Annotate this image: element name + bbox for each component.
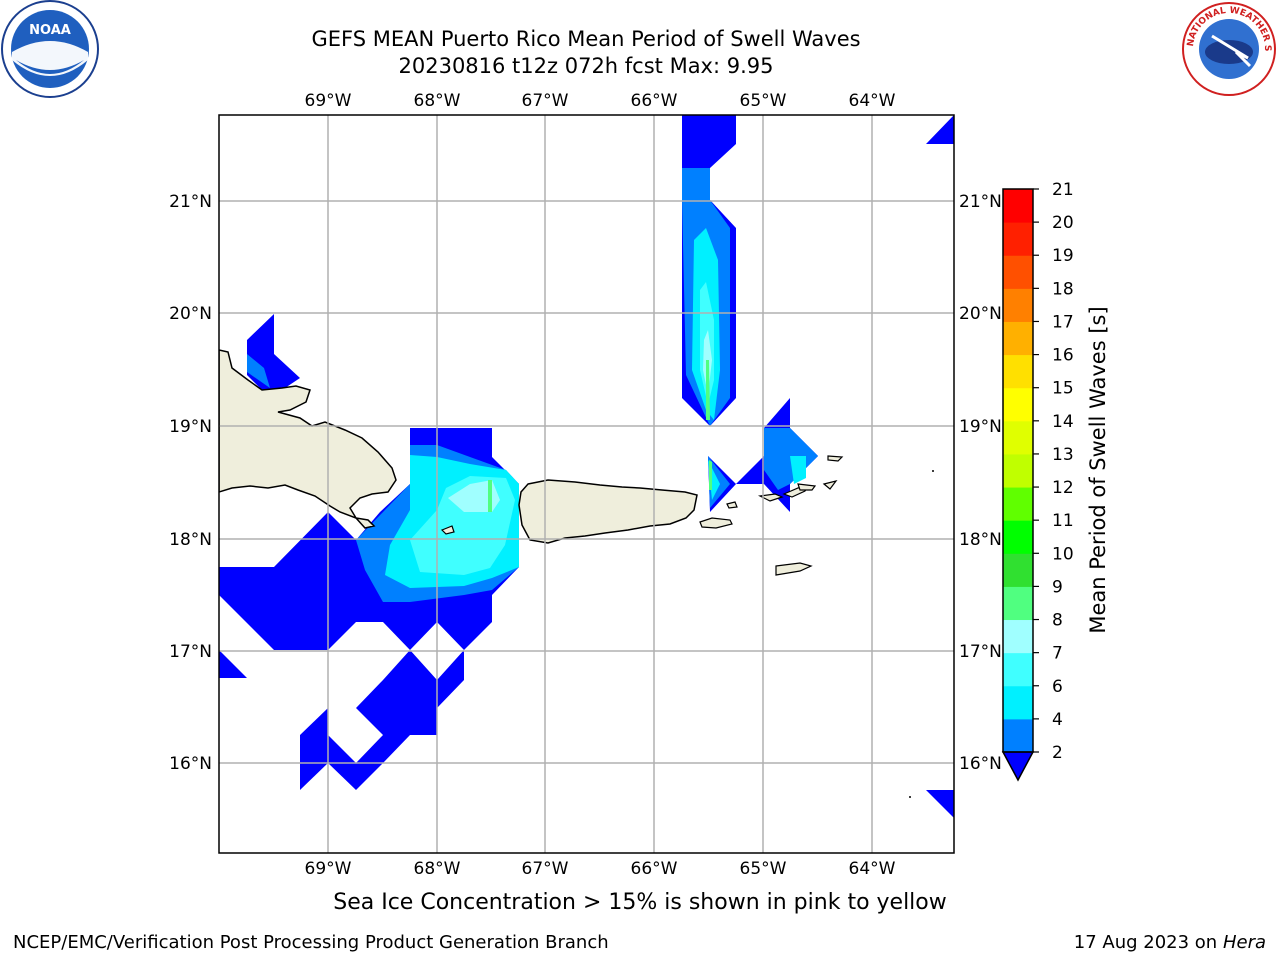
colorbar-band xyxy=(1003,619,1033,654)
lon-labels-top: 69°W 68°W 67°W 66°W 65°W 64°W xyxy=(305,91,896,111)
colorbar-tick-label: 16 xyxy=(1052,346,1074,366)
map-subtitle-run: 20230816 t12z 072h fcst Max: 9.95 xyxy=(398,54,774,78)
lon-label: 65°W xyxy=(740,859,787,879)
lat-label: 18°N xyxy=(959,530,1002,550)
colorbar-tick-label: 13 xyxy=(1052,445,1074,465)
colorbar-label: Mean Period of Swell Waves [s] xyxy=(1086,306,1110,633)
colorbar-tick-label: 21 xyxy=(1052,180,1074,200)
colorbar-tick-label: 9 xyxy=(1052,577,1063,597)
lat-label: 18°N xyxy=(169,530,212,550)
colorbar-tick-label: 14 xyxy=(1052,412,1074,432)
colorbar-tick-label: 8 xyxy=(1052,611,1063,631)
colorbar-tick-label: 12 xyxy=(1052,478,1074,498)
lon-label: 68°W xyxy=(414,91,461,111)
lon-label: 67°W xyxy=(522,859,569,879)
colorbar-band xyxy=(1003,487,1033,521)
footer-credit: NCEP/EMC/Verification Post Processing Pr… xyxy=(13,932,609,953)
colorbar-band xyxy=(1003,586,1033,621)
lon-label: 66°W xyxy=(631,859,678,879)
colorbar-tick-label: 11 xyxy=(1052,511,1074,531)
lat-label: 21°N xyxy=(169,192,212,212)
colorbar-tick-label: 18 xyxy=(1052,279,1074,299)
colorbar: 2 4 6 7 8 9 10 11 12 13 14 15 16 17 18 19 20 21 xyxy=(1001,180,1074,782)
colorbar-tick-label: 4 xyxy=(1052,710,1063,730)
colorbar-extend-triangle xyxy=(1001,751,1035,782)
colorbar-band xyxy=(1003,354,1033,389)
lat-label: 17°N xyxy=(169,642,212,662)
colorbar-frame xyxy=(1002,188,1034,753)
colorbar-band xyxy=(1003,387,1033,422)
noaa-logo-text: NOAA xyxy=(29,23,71,38)
footer-host: Hera xyxy=(1222,932,1266,953)
colorbar-band xyxy=(1003,189,1033,223)
sea-ice-note: Sea Ice Concentration > 15% is shown in … xyxy=(333,890,947,915)
footer-date: 17 Aug 2023 on Hera xyxy=(1074,932,1266,953)
lon-label: 64°W xyxy=(849,91,896,111)
colorbar-band xyxy=(1003,685,1033,720)
colorbar-band xyxy=(1003,652,1033,687)
colorbar-band xyxy=(1003,222,1033,256)
lat-label: 17°N xyxy=(959,642,1002,662)
map-grid xyxy=(219,115,954,853)
colorbar-band xyxy=(1003,520,1033,554)
colorbar-tick-label: 7 xyxy=(1052,644,1063,664)
map-title: GEFS MEAN Puerto Rico Mean Period of Swe… xyxy=(311,27,861,51)
lon-label: 69°W xyxy=(305,859,352,879)
lat-label: 20°N xyxy=(959,304,1002,324)
colorbar-band xyxy=(1003,420,1033,455)
colorbar-band xyxy=(1003,255,1033,289)
colorbar-band xyxy=(1003,321,1033,356)
lon-label: 64°W xyxy=(849,859,896,879)
lat-label: 16°N xyxy=(959,754,1002,774)
lat-label: 20°N xyxy=(169,304,212,324)
lon-label: 67°W xyxy=(522,91,569,111)
nws-logo-text: NATIONAL WEATHER SERVICE xyxy=(0,0,1272,52)
colorbar-tick-label: 2 xyxy=(1052,743,1063,763)
colorbar-band xyxy=(1003,288,1033,322)
lat-label: 21°N xyxy=(959,192,1002,212)
footer-date-text: 17 Aug 2023 on xyxy=(1073,932,1218,953)
colorbar-band xyxy=(1003,718,1033,753)
colorbar-band xyxy=(1003,553,1033,587)
lat-label: 19°N xyxy=(959,417,1002,437)
lon-label: 65°W xyxy=(740,91,787,111)
lat-label: 19°N xyxy=(169,417,212,437)
colorbar-tick-label: 17 xyxy=(1052,312,1074,332)
colorbar-tick-label: 20 xyxy=(1052,213,1074,233)
colorbar-tick-label: 19 xyxy=(1052,246,1074,266)
lat-labels-left: 21°N 20°N 19°N 18°N 17°N 16°N xyxy=(169,192,212,774)
lat-label: 16°N xyxy=(169,754,212,774)
lon-label: 68°W xyxy=(414,859,461,879)
colorbar-tick-label: 10 xyxy=(1052,544,1074,564)
lon-label: 69°W xyxy=(305,91,352,111)
lon-labels-bottom: 69°W 68°W 67°W 66°W 65°W 64°W xyxy=(305,859,896,879)
colorbar-tick-label: 6 xyxy=(1052,677,1063,697)
lat-labels-right: 21°N 20°N 19°N 18°N 17°N 16°N xyxy=(959,192,1002,774)
colorbar-tick-label: 15 xyxy=(1052,379,1074,399)
lon-label: 66°W xyxy=(631,91,678,111)
colorbar-band xyxy=(1003,453,1033,488)
noaa-logo: NOAA xyxy=(1,0,99,98)
map-frame xyxy=(218,114,955,854)
nws-logo: NATIONAL WEATHER SERVICE xyxy=(0,0,1276,96)
